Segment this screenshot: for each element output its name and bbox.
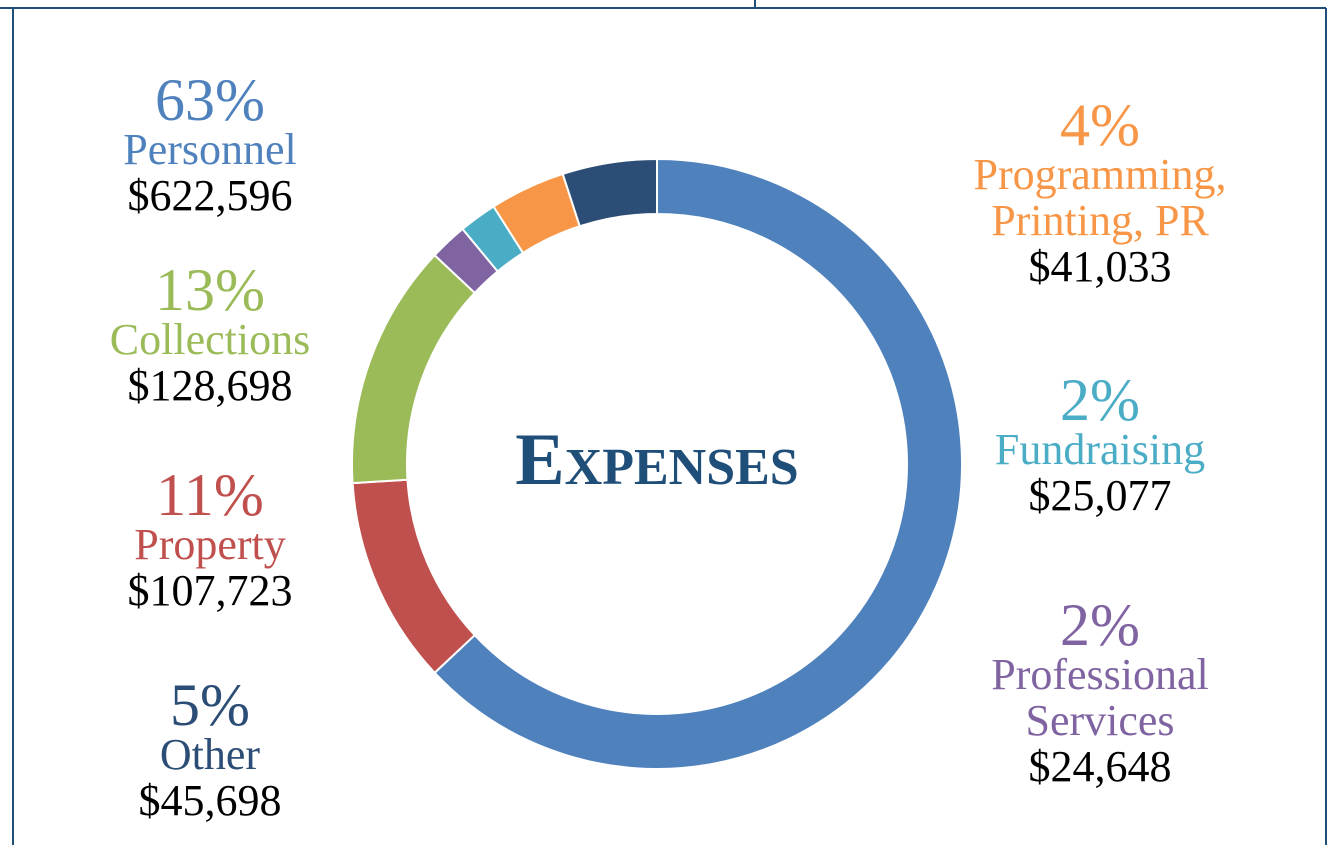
amount-label: $45,698 bbox=[138, 776, 282, 825]
label-group: 2% Fundraising $25,077 bbox=[930, 367, 1270, 520]
donut-slice bbox=[433, 157, 963, 770]
label-group: 5% Other $45,698 bbox=[40, 672, 380, 825]
amount-label: $622,596 bbox=[127, 171, 293, 220]
donut-slice bbox=[561, 157, 658, 228]
amount-label: $41,033 bbox=[1028, 242, 1172, 291]
category-label: Professional Services bbox=[991, 650, 1209, 745]
amount-label: $107,723 bbox=[127, 566, 293, 615]
category-label: Fundraising bbox=[994, 425, 1206, 474]
percent-label: 11% bbox=[156, 462, 264, 528]
label-group: 4% Programming, Printing, PR $41,033 bbox=[930, 92, 1270, 291]
percent-label: 4% bbox=[1060, 92, 1140, 158]
percent-label: 5% bbox=[170, 672, 250, 738]
percent-label: 2% bbox=[1060, 592, 1140, 658]
label-group: 13% Collections $128,698 bbox=[40, 257, 380, 410]
chart-title: Expenses bbox=[515, 419, 799, 501]
label-group: 63% Personnel $622,596 bbox=[40, 67, 380, 220]
amount-label: $24,648 bbox=[1028, 742, 1172, 791]
category-label: Programming, Printing, PR bbox=[973, 150, 1227, 245]
amount-label: $128,698 bbox=[127, 361, 293, 410]
category-label: Property bbox=[134, 520, 286, 569]
label-group: 2% Professional Services $24,648 bbox=[930, 592, 1270, 791]
amount-label: $25,077 bbox=[1028, 471, 1172, 520]
category-label: Personnel bbox=[123, 125, 297, 174]
category-label: Other bbox=[159, 730, 261, 779]
percent-label: 2% bbox=[1060, 367, 1140, 433]
percent-label: 63% bbox=[155, 67, 265, 133]
percent-label: 13% bbox=[155, 257, 265, 323]
label-group: 11% Property $107,723 bbox=[40, 462, 380, 615]
category-label: Collections bbox=[109, 315, 311, 364]
